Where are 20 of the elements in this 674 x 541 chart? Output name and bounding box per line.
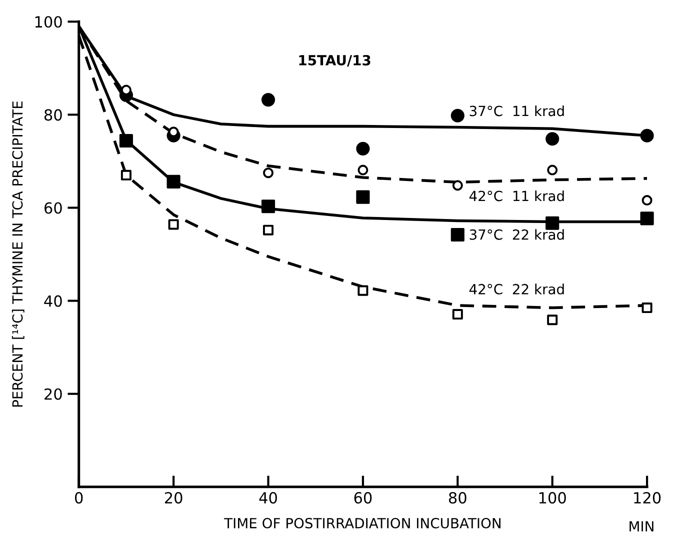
series-label: 42°C 11 krad <box>469 190 564 202</box>
y-tick-label: 20 <box>44 388 62 400</box>
y-tick-label: 60 <box>44 202 62 214</box>
x-tick-label: 20 <box>164 492 182 504</box>
x-tick-label: 100 <box>539 492 566 504</box>
text: MIN <box>630 521 654 532</box>
y-tick-label: 100 <box>35 16 62 28</box>
x-tick-label: 60 <box>354 492 372 504</box>
x-tick-label: 120 <box>634 492 661 504</box>
series-label: 37°C 22 krad <box>470 229 564 240</box>
x-axis-title: TIME OF POSTIRRADIATION INCUBATION <box>224 518 500 528</box>
series-label: 42°C 22 krad <box>469 284 564 294</box>
y-tick-label: 80 <box>44 109 62 121</box>
y-axis-title: PERCENT [¹⁴C] THYMINE IN TCA PRECIPITATE <box>12 101 24 407</box>
x-tick-label: 40 <box>259 492 277 504</box>
x-tick-label: 80 <box>448 492 466 504</box>
x-tick-label: 0 <box>75 492 83 504</box>
series-label: 37°C 11 krad <box>470 105 564 116</box>
annotation: 15TAU/13 <box>299 54 370 67</box>
y-tick-label: 40 <box>44 295 62 307</box>
